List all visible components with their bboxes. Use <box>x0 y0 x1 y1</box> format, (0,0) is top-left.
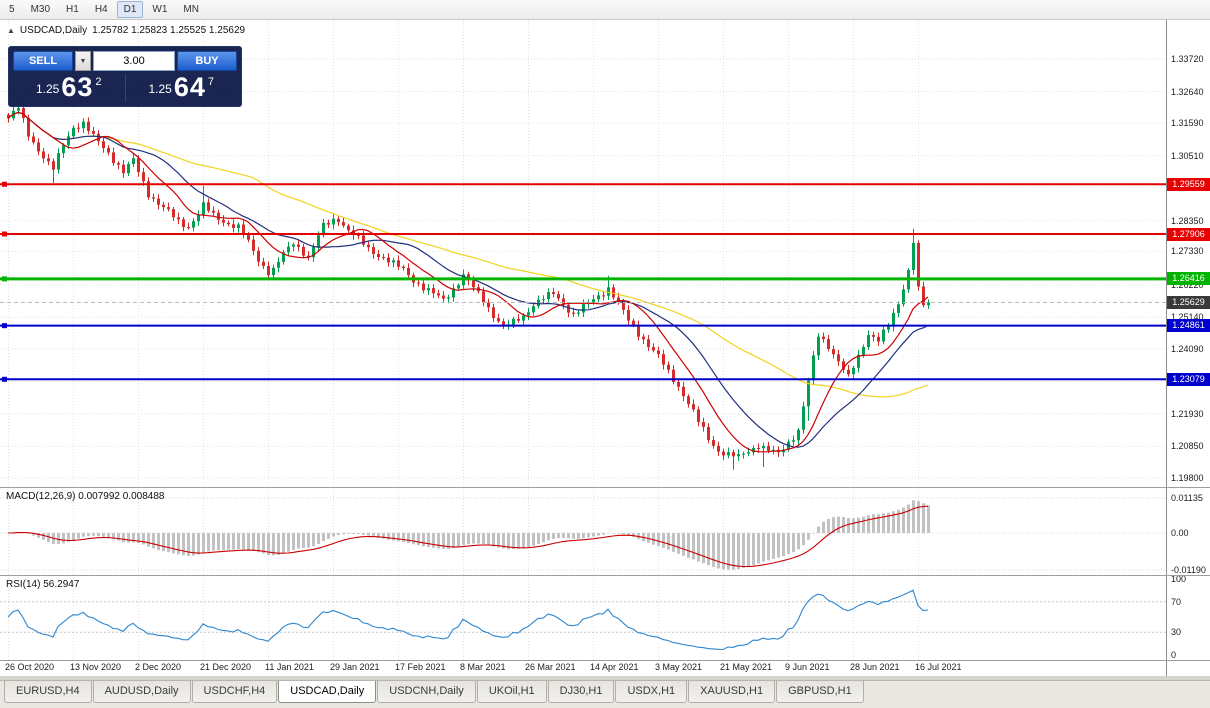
date-label: 14 Apr 2021 <box>590 662 639 672</box>
date-label: 28 Jun 2021 <box>850 662 900 672</box>
chart-tabs-bar: EURUSD,H4 AUDUSD,Daily USDCHF,H4 USDCAD,Dai… <box>0 680 1210 708</box>
panel-separator[interactable] <box>0 487 1210 488</box>
rsi-label: RSI(14) 56.2947 <box>6 579 80 590</box>
date-label: 8 Mar 2021 <box>460 662 506 672</box>
symbol-period-label: USDCAD,Daily <box>19 25 88 36</box>
price-tick: 1.31590 <box>1171 118 1204 129</box>
chart-window: ▲ USDCAD,Daily 1.25782 1.25823 1.25525 1… <box>0 20 1210 676</box>
chart-tab-usdcad[interactable]: USDCAD,Daily <box>278 681 377 703</box>
rsi-tick: 100 <box>1171 574 1187 584</box>
chart-tab-xauusd[interactable]: XAUUSD,H1 <box>688 681 776 703</box>
timeframe-button-d1[interactable]: D1 <box>116 1 144 18</box>
rsi-tick: 70 <box>1171 596 1182 607</box>
macd-tick: 0.00 <box>1171 528 1189 538</box>
chart-title: ▲ USDCAD,Daily 1.25782 1.25823 1.25525 1… <box>7 25 245 36</box>
status-strip <box>0 676 1210 680</box>
level-price-tag: 1.27906 <box>1167 227 1210 241</box>
sell-button[interactable]: SELL <box>13 51 73 71</box>
sell-price[interactable]: 1.25 63 2 <box>13 74 126 102</box>
level-price-tag: 1.24861 <box>1167 319 1210 333</box>
timeframe-button-5[interactable]: 5 <box>2 1 22 18</box>
price-tick: 1.33720 <box>1171 54 1204 64</box>
macd-label: MACD(12,26,9) 0.007992 0.008488 <box>6 491 165 502</box>
chart-tab-dj30[interactable]: DJ30,H1 <box>547 681 615 703</box>
date-label: 21 May 2021 <box>720 662 773 672</box>
buy-price-pip: 7 <box>207 76 215 88</box>
date-label: 13 Nov 2020 <box>70 662 122 672</box>
level-price-tag: 1.26416 <box>1167 272 1210 286</box>
level-price-tag: 1.23079 <box>1167 372 1210 386</box>
chart-tab-eurusd[interactable]: EURUSD,H4 <box>4 681 92 703</box>
price-tick: 1.25140 <box>1171 312 1204 323</box>
timeframe-toolbar: 5 M30 H1 H4 D1 W1 MN <box>0 0 1210 20</box>
rsi-indicator-chart[interactable] <box>0 575 1166 660</box>
timeframe-button-w1[interactable]: W1 <box>145 1 174 18</box>
buy-price[interactable]: 1.25 64 7 <box>126 74 238 102</box>
date-label: 26 Mar 2021 <box>525 662 576 672</box>
panel-separator[interactable] <box>0 575 1210 576</box>
price-tick: 1.24090 <box>1171 343 1204 354</box>
sell-price-pip: 2 <box>95 76 102 88</box>
timeframe-button-h4[interactable]: H4 <box>88 1 115 18</box>
date-label: 26 Oct 2020 <box>5 662 55 672</box>
macd-tick: 0.01135 <box>1171 492 1203 503</box>
date-label: 21 Dec 2020 <box>200 662 252 672</box>
chart-tab-gbpusd[interactable]: GBPUSD,H1 <box>776 681 864 703</box>
buy-price-small: 1.25 <box>148 82 172 96</box>
date-label: 9 Jun 2021 <box>785 662 830 672</box>
chart-tab-usdcnh[interactable]: USDCNH,Daily <box>377 681 476 703</box>
date-label: 29 Jan 2021 <box>330 662 380 672</box>
macd-indicator-chart[interactable] <box>0 487 1166 575</box>
date-label: 11 Jan 2021 <box>265 662 314 672</box>
panel-separator <box>0 660 1210 661</box>
time-axis[interactable]: 26 Oct 2020 13 Nov 2020 2 Dec 2020 21 Dec 2… <box>0 660 1166 676</box>
price-axis[interactable]: 1.337201.326401.315901.305101.294601.283… <box>1166 20 1210 676</box>
ohlc-values: 1.25782 1.25823 1.25525 1.25629 <box>92 25 246 36</box>
price-tick: 1.27330 <box>1171 246 1204 257</box>
trade-panel-toggle-icon[interactable]: ▲ <box>7 26 15 35</box>
level-price-tag: 1.29559 <box>1167 177 1210 191</box>
price-tick: 1.28350 <box>1171 215 1204 226</box>
price-tick: 1.19800 <box>1171 473 1204 483</box>
volume-dropdown-button[interactable]: ▼ <box>75 51 91 71</box>
chart-tab-usdx[interactable]: USDX,H1 <box>615 681 688 703</box>
price-tick: 1.21930 <box>1171 408 1204 419</box>
sell-price-big: 63 <box>61 72 94 102</box>
chart-tab-ukoil[interactable]: UKOil,H1 <box>476 681 547 703</box>
volume-input[interactable] <box>93 51 175 71</box>
timeframe-button-m30[interactable]: M30 <box>24 1 57 18</box>
price-tick: 1.30510 <box>1171 150 1204 161</box>
sell-price-small: 1.25 <box>35 82 60 96</box>
price-tick: 1.20850 <box>1171 441 1204 452</box>
macd-tick: -0.01190 <box>1171 564 1206 575</box>
current-price-tag: 1.25629 <box>1167 296 1210 310</box>
chevron-down-icon: ▼ <box>79 57 87 65</box>
one-click-trading-panel: SELL ▼ BUY 1.25 63 2 1.25 64 7 <box>8 46 242 107</box>
rsi-tick: 0 <box>1171 650 1177 660</box>
date-label: 17 Feb 2021 <box>395 662 446 672</box>
price-tick: 1.32640 <box>1171 86 1204 97</box>
timeframe-button-h1[interactable]: H1 <box>59 1 86 18</box>
date-label: 3 May 2021 <box>655 662 703 672</box>
buy-price-big: 64 <box>173 72 206 102</box>
rsi-tick: 30 <box>1171 627 1182 638</box>
timeframe-button-mn[interactable]: MN <box>176 1 206 18</box>
date-label: 2 Dec 2020 <box>135 662 182 672</box>
chart-tab-audusd[interactable]: AUDUSD,Daily <box>92 681 191 703</box>
date-label: 16 Jul 2021 <box>915 662 962 672</box>
chart-tab-usdchf[interactable]: USDCHF,H4 <box>191 681 278 703</box>
buy-button[interactable]: BUY <box>177 51 237 71</box>
